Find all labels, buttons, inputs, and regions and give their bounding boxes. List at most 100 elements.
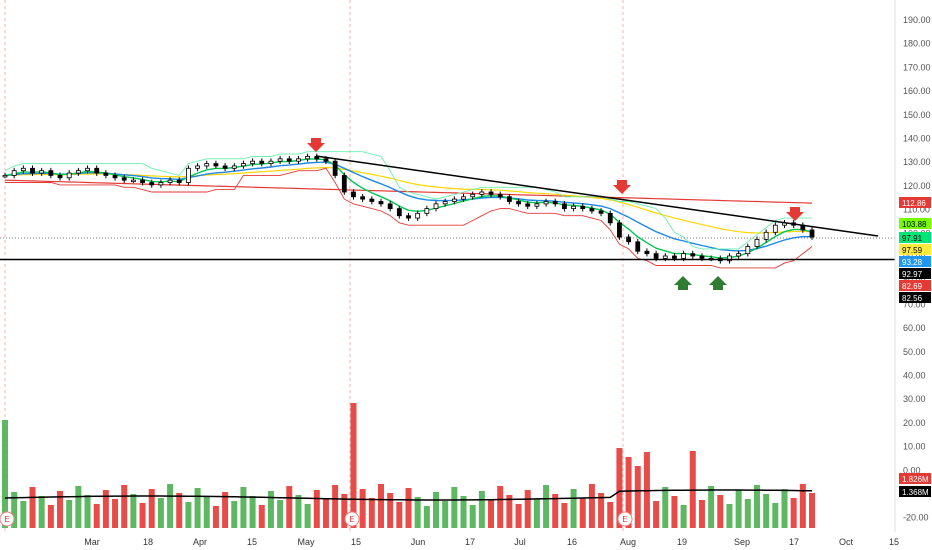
candle-body (497, 193, 503, 198)
volume-bar (423, 506, 430, 528)
price-tick-label: 70.00 (903, 299, 926, 309)
candle-body (369, 198, 375, 202)
volume-bar (57, 491, 64, 528)
price-label-badge (899, 218, 931, 229)
candle-body (607, 212, 613, 224)
volume-bar (102, 490, 109, 528)
candle-body (461, 196, 466, 200)
price-label-text: 97.59 (902, 246, 923, 255)
volume-bar (442, 501, 449, 528)
candle-body (341, 175, 347, 193)
price-label-badge (899, 244, 931, 255)
volume-bar (763, 494, 770, 528)
candlesticks (2, 153, 815, 264)
candle-body (644, 250, 650, 255)
time-tick-label: Mar (84, 537, 100, 547)
volume-bar (157, 498, 164, 528)
candle-body (415, 212, 421, 219)
time-tick-label: Oct (839, 537, 854, 547)
candle-body (589, 208, 595, 212)
candle-body (763, 231, 769, 240)
volume-bar (112, 499, 119, 528)
candle-body (479, 191, 485, 195)
candle-body (534, 203, 540, 207)
earnings-marker (0, 511, 15, 527)
volume-bar (322, 499, 329, 528)
volume-bar (396, 502, 403, 528)
price-label-text: 82.69 (902, 282, 923, 291)
volume-bar (634, 466, 641, 528)
volume-bar (304, 504, 311, 528)
candle-body (690, 253, 696, 257)
sell-arrow-icon (307, 138, 325, 152)
candle-body (39, 170, 45, 174)
price-label-badge (899, 280, 931, 291)
candle-body (662, 255, 668, 259)
candle-body (305, 156, 311, 160)
candle-body (396, 208, 402, 217)
price-tick-label: 10.00 (903, 442, 926, 452)
volume-bar (11, 492, 18, 528)
price-tick-label: 140.00 (903, 134, 931, 144)
volume-bar (20, 501, 27, 528)
ma-green-line (4, 158, 813, 259)
indicator-lines (4, 151, 813, 269)
price-tick-label: 160.00 (903, 86, 931, 96)
volume-bar (543, 485, 550, 528)
volume-bar (377, 484, 384, 528)
time-tick-label: 17 (465, 537, 475, 547)
candle-body (488, 191, 494, 195)
candle-body (543, 201, 549, 205)
price-tick-label: 180.00 (903, 39, 931, 49)
candle-body (635, 241, 641, 252)
candle-body (424, 208, 430, 214)
volume-bar (313, 490, 320, 528)
volume-bar (515, 504, 522, 528)
volume-bar (249, 496, 256, 528)
time-tick-label: Jun (411, 537, 426, 547)
volume-bar (66, 500, 73, 528)
candle-body (204, 163, 210, 167)
volume-bar (2, 420, 8, 528)
candle-body (506, 196, 512, 202)
volume-bar (350, 403, 357, 528)
volume-bar (84, 495, 91, 528)
volume-bar (588, 484, 595, 528)
price-labels: 112.86 103.88 97.91 97.59 93.28 92.97 82.69 82.… (899, 197, 931, 497)
time-tick-label: Aug (620, 537, 636, 547)
volume-bar (478, 491, 485, 528)
volume-bar (212, 506, 219, 528)
candle-body (736, 253, 742, 257)
volume-bar (735, 490, 742, 528)
volume-bar (506, 495, 513, 528)
candle-body (351, 191, 356, 198)
volume-bar (38, 496, 45, 528)
volume-bar (726, 504, 733, 528)
volume-bar (176, 493, 183, 528)
volume-bar (258, 505, 265, 528)
candle-body (525, 203, 531, 207)
earnings-marker-label: E (349, 515, 354, 524)
candle-body (85, 167, 90, 172)
volume-bar (616, 448, 623, 528)
candle-body (241, 163, 246, 167)
candle-body (296, 158, 301, 162)
volume-bar (267, 491, 274, 528)
price-tick-label: 0.00 (903, 465, 921, 475)
volume-bar (533, 499, 540, 528)
volume-bar (698, 500, 705, 528)
candle-body (20, 167, 26, 172)
earnings-date-lines (4, 0, 624, 532)
price-tick-label: 50.00 (903, 347, 926, 357)
candle-body (772, 224, 778, 233)
candle-body (195, 165, 200, 169)
volume-bar (579, 498, 586, 528)
candle-body (617, 222, 622, 238)
earnings-marker (344, 511, 360, 527)
sell-arrow-icon (786, 207, 804, 221)
candle-body (580, 205, 586, 209)
volume-bar (469, 505, 476, 528)
volume-label-text: 1.826M (902, 475, 929, 484)
volume-bar (561, 503, 568, 528)
